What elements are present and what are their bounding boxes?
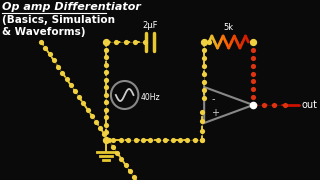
- Point: [47, 53, 52, 56]
- Point: [103, 139, 108, 141]
- Point: [81, 102, 86, 105]
- Point: [251, 40, 256, 43]
- Point: [282, 103, 287, 106]
- Point: [251, 72, 256, 75]
- Point: [64, 77, 69, 80]
- Point: [106, 139, 111, 142]
- Point: [127, 170, 132, 173]
- Point: [251, 103, 256, 106]
- Point: [202, 49, 207, 51]
- Point: [200, 129, 205, 132]
- Point: [200, 120, 205, 123]
- Point: [132, 176, 137, 179]
- Point: [111, 139, 116, 141]
- Text: 5k: 5k: [224, 23, 234, 32]
- Point: [148, 139, 153, 141]
- Point: [200, 139, 205, 141]
- Point: [202, 40, 207, 43]
- Point: [202, 57, 207, 59]
- Point: [103, 116, 108, 119]
- Point: [85, 108, 90, 111]
- Point: [177, 139, 182, 141]
- Point: [206, 40, 212, 43]
- Point: [202, 40, 207, 43]
- Point: [115, 151, 120, 154]
- Point: [251, 64, 256, 67]
- Point: [103, 139, 108, 141]
- Point: [110, 145, 116, 148]
- Point: [103, 131, 108, 134]
- Point: [133, 40, 138, 43]
- Point: [89, 114, 94, 117]
- Point: [113, 40, 118, 43]
- Point: [43, 47, 48, 50]
- Point: [251, 40, 256, 43]
- Point: [68, 84, 73, 86]
- Point: [103, 40, 108, 43]
- Point: [103, 78, 108, 81]
- Point: [155, 139, 160, 141]
- Point: [98, 127, 103, 130]
- Text: -: -: [211, 94, 214, 104]
- Point: [103, 71, 108, 74]
- Point: [202, 40, 207, 43]
- Point: [103, 101, 108, 104]
- Point: [272, 103, 277, 106]
- Point: [103, 93, 108, 96]
- Point: [103, 139, 108, 141]
- Point: [192, 139, 197, 141]
- Point: [202, 89, 207, 91]
- Point: [119, 157, 124, 160]
- Point: [123, 163, 128, 166]
- Text: Op amp Differentiator: Op amp Differentiator: [2, 2, 141, 12]
- Text: (Basics, Simulation: (Basics, Simulation: [2, 15, 115, 25]
- Point: [126, 139, 131, 141]
- Point: [118, 139, 123, 141]
- Point: [72, 90, 77, 93]
- Point: [51, 59, 56, 62]
- Point: [170, 139, 175, 141]
- Text: & Waveforms): & Waveforms): [2, 27, 85, 37]
- Point: [123, 40, 128, 43]
- Point: [103, 63, 108, 66]
- Point: [202, 81, 207, 84]
- Point: [60, 71, 65, 74]
- Point: [140, 139, 146, 141]
- Point: [103, 48, 108, 51]
- Point: [251, 103, 256, 106]
- Point: [202, 65, 207, 68]
- Text: +: +: [211, 108, 219, 118]
- Point: [200, 139, 205, 141]
- Point: [103, 56, 108, 58]
- Point: [251, 80, 256, 83]
- Point: [39, 40, 44, 43]
- Point: [143, 40, 148, 43]
- Point: [133, 139, 138, 141]
- Text: 40Hz: 40Hz: [140, 93, 160, 102]
- Point: [251, 103, 256, 106]
- Point: [76, 96, 82, 99]
- Point: [185, 139, 190, 141]
- Point: [261, 103, 266, 106]
- Point: [251, 96, 256, 99]
- Point: [103, 40, 108, 43]
- Text: out: out: [301, 100, 317, 110]
- Point: [103, 123, 108, 126]
- Point: [103, 108, 108, 111]
- Point: [202, 96, 207, 99]
- Point: [103, 40, 108, 43]
- Point: [163, 139, 168, 141]
- Point: [251, 88, 256, 91]
- Point: [56, 65, 61, 68]
- Point: [251, 56, 256, 59]
- Point: [200, 111, 205, 113]
- Point: [102, 133, 107, 136]
- Point: [202, 73, 207, 75]
- Point: [251, 48, 256, 51]
- Point: [93, 120, 99, 123]
- Text: 2μF: 2μF: [142, 21, 158, 30]
- Point: [103, 86, 108, 89]
